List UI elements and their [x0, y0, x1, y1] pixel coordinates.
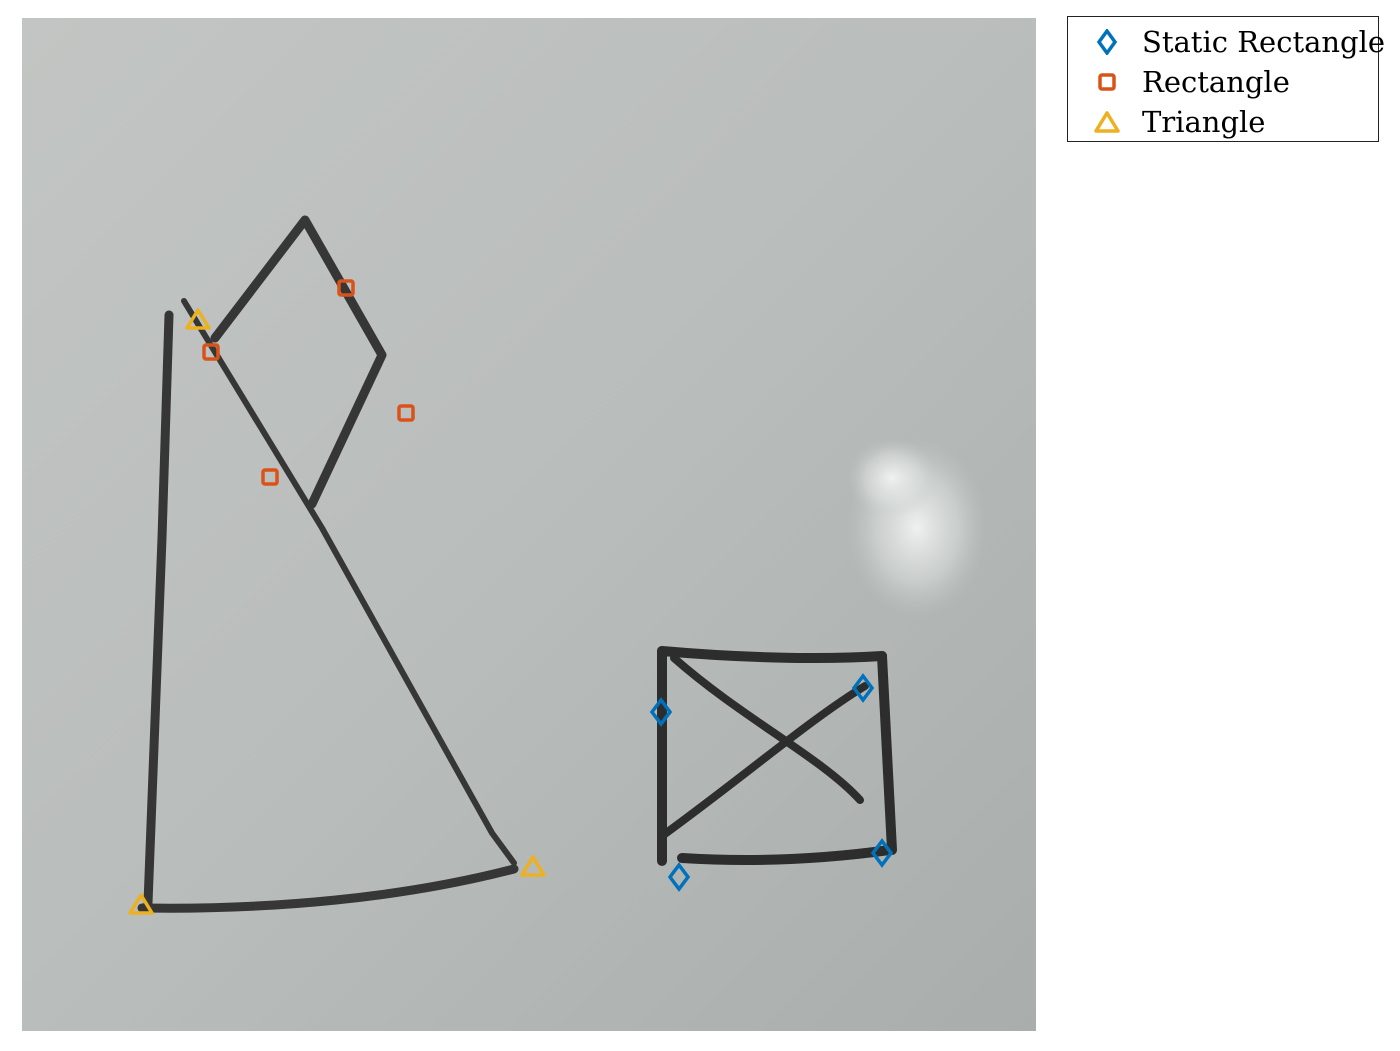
diamond-marker-icon: [1096, 29, 1118, 55]
legend-item-static-rectangle: Static Rectangle: [1068, 21, 1385, 61]
static-rectangle-marker: [870, 838, 894, 868]
drawn-shape-right: [657, 646, 897, 866]
static-rectangle-markers: [649, 673, 894, 892]
rectangle-marker: [261, 468, 279, 486]
triangle-marker: [185, 308, 211, 330]
glare-spot: [847, 438, 937, 518]
legend-label: Static Rectangle: [1142, 25, 1386, 59]
square-marker-icon: [1098, 73, 1116, 91]
static-rectangle-marker: [851, 673, 875, 703]
legend-label: Triangle: [1142, 105, 1266, 139]
triangle-marker: [520, 855, 546, 877]
static-rectangle-marker: [649, 697, 673, 727]
legend-item-triangle: Triangle: [1068, 101, 1378, 141]
drawn-shape-left: [137, 215, 519, 913]
triangle-markers: [128, 308, 546, 915]
static-rectangle-marker: [667, 862, 691, 892]
rectangle-marker: [202, 343, 220, 361]
legend-item-rectangle: Rectangle: [1068, 61, 1378, 101]
triangle-marker-icon: [1094, 111, 1120, 133]
rectangle-marker: [337, 279, 355, 297]
rectangle-marker: [397, 404, 415, 422]
legend: Static Rectangle Rectangle Triangle: [1067, 16, 1385, 142]
triangle-marker: [128, 893, 154, 915]
rectangle-markers: [202, 279, 415, 486]
whiteboard-photo: [22, 18, 1036, 1031]
legend-label: Rectangle: [1142, 65, 1290, 99]
